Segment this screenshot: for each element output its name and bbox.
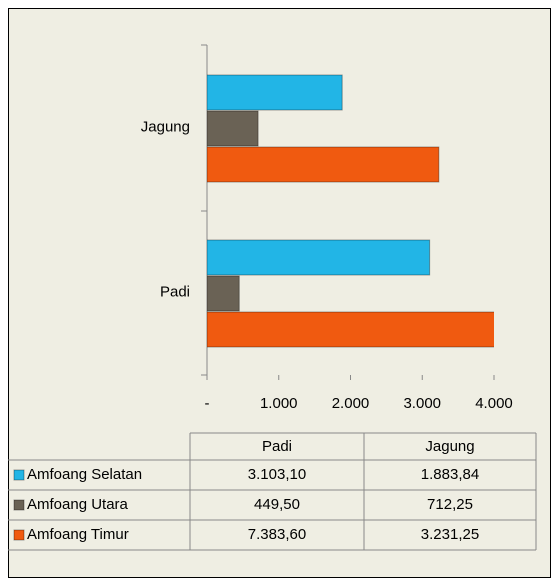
bar: [207, 311, 494, 348]
data-table: [8, 432, 537, 551]
x-tick-label: -: [205, 395, 210, 412]
x-tick-label: 1.000: [260, 395, 298, 412]
category-label: Padi: [160, 283, 190, 300]
table-header: Jagung: [425, 438, 474, 455]
legend-key: [13, 499, 25, 511]
table-cell: 1.883,84: [421, 466, 479, 483]
bar: [207, 239, 431, 276]
x-tick-label: 4.000: [475, 395, 513, 412]
legend-label: Amfoang Selatan: [27, 466, 142, 483]
table-cell: 3.231,25: [421, 526, 479, 543]
category-label: Jagung: [141, 118, 190, 135]
bars: [207, 74, 494, 348]
legend-key: [13, 469, 25, 481]
legend-label: Amfoang Utara: [27, 496, 129, 513]
x-tick-label: 3.000: [403, 395, 441, 412]
x-tick-label: 2.000: [332, 395, 370, 412]
legend-key: [13, 529, 25, 541]
bar: [207, 110, 259, 147]
table-cell: 449,50: [254, 496, 300, 513]
bar: [207, 146, 440, 183]
bar: [207, 74, 343, 111]
table-cell: 3.103,10: [248, 466, 306, 483]
table-cell: 7.383,60: [248, 526, 306, 543]
table-header: Padi: [262, 438, 292, 455]
legend-label: Amfoang Timur: [27, 526, 129, 543]
table-cell: 712,25: [427, 496, 473, 513]
bar: [207, 275, 240, 312]
